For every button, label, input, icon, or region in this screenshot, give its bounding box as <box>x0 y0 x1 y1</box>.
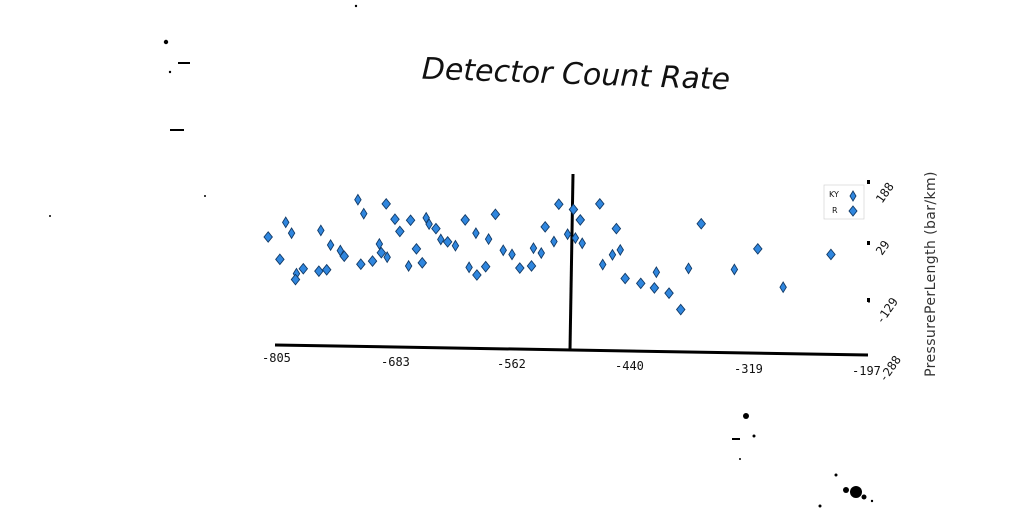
legend: KY R <box>823 184 865 220</box>
data-point-ky-24 <box>571 231 580 245</box>
legend-marker-ky <box>849 190 857 202</box>
data-point-r-13 <box>405 214 416 227</box>
data-point-ky-16 <box>472 227 480 240</box>
data-point-r-1 <box>275 253 285 266</box>
data-point-ky-20 <box>529 242 538 255</box>
data-point-ky-18 <box>499 244 507 257</box>
data-point-ky-12 <box>425 218 433 231</box>
chart-title: Detector Count Rate <box>421 52 730 98</box>
data-point-r-18 <box>460 214 470 226</box>
data-point-r-11 <box>390 213 400 226</box>
data-point-r-20 <box>480 260 491 273</box>
data-point-r-35 <box>696 217 706 230</box>
data-point-ky-4 <box>326 238 335 252</box>
data-point-ky-14 <box>451 239 460 252</box>
data-point-ky-0 <box>282 216 290 229</box>
legend-marker-r <box>848 205 858 217</box>
data-point-ky-21 <box>537 246 545 260</box>
y-tick-label-2: -129 <box>873 295 901 327</box>
data-point-r-22 <box>515 262 525 274</box>
data-point-r-3 <box>298 262 309 275</box>
data-point-ky-15 <box>465 261 473 274</box>
data-point-r-9 <box>376 246 387 259</box>
x-tick-labels: -805 -683 -562 -440 -319 -197 <box>262 351 881 378</box>
legend-label-r: R <box>832 206 838 215</box>
y-axis-label: PressurePerLength (bar/km) <box>923 171 939 377</box>
data-point-r-8 <box>367 255 378 267</box>
data-point-r-25 <box>554 198 564 211</box>
data-point-r-32 <box>649 282 660 294</box>
data-point-r-5 <box>321 263 332 276</box>
data-point-r-33 <box>664 287 674 300</box>
center-vertical-line <box>568 173 575 351</box>
data-point-ky-19 <box>508 248 516 261</box>
data-point-ky-10 <box>404 259 413 273</box>
data-point-ky-7 <box>360 207 368 220</box>
data-point-ky-29 <box>652 266 661 279</box>
data-point-r-37 <box>826 248 836 261</box>
data-point-ky-6 <box>354 193 362 206</box>
x-tick-label-4: -319 <box>734 362 763 376</box>
x-tick-label-5: -197 <box>852 364 881 378</box>
x-tick-label-1: -683 <box>381 355 410 369</box>
data-point-r-16 <box>431 222 441 235</box>
data-point-r-10 <box>381 197 391 210</box>
y-tick-labels: 188 29 -129 -288 <box>867 180 904 385</box>
noise-specks <box>49 4 874 508</box>
data-point-r-14 <box>411 242 422 255</box>
data-point-r-26 <box>568 203 579 216</box>
data-point-r-12 <box>395 225 405 238</box>
data-point-ky-28 <box>616 243 624 256</box>
data-point-ky-13 <box>437 233 445 246</box>
x-tick-label-2: -562 <box>497 357 526 371</box>
data-point-ky-22 <box>550 235 558 248</box>
data-point-r-29 <box>611 222 622 235</box>
y-tick-mark-0 <box>867 180 870 184</box>
y-tick-label-1: 29 <box>873 238 893 258</box>
data-point-ky-9 <box>383 251 391 264</box>
data-point-ky-32 <box>779 281 787 294</box>
data-point-r-4 <box>314 265 324 278</box>
data-point-ky-27 <box>608 248 617 261</box>
data-point-ky-1 <box>287 227 296 240</box>
data-point-ky-8 <box>375 237 384 251</box>
legend-label-ky: KY <box>829 190 839 199</box>
data-point-r-7 <box>356 258 366 271</box>
x-tick-label-0: -805 <box>262 351 291 365</box>
data-point-r-27 <box>575 214 586 226</box>
data-point-r-15 <box>417 256 428 269</box>
data-point-ky-17 <box>484 233 493 246</box>
data-point-r-0 <box>263 231 273 243</box>
data-point-r-24 <box>540 220 550 233</box>
data-point-r-36 <box>753 242 763 255</box>
data-point-ky-25 <box>578 237 586 250</box>
data-point-ky-3 <box>317 224 325 237</box>
data-point-r-19 <box>472 269 482 281</box>
data-points <box>263 193 836 316</box>
data-point-ky-26 <box>598 258 607 271</box>
data-point-ky-23 <box>563 228 572 241</box>
data-point-r-23 <box>526 260 537 272</box>
data-point-r-6 <box>339 250 350 263</box>
y-tick-mark-1 <box>867 241 870 245</box>
x-tick-label-3: -440 <box>615 359 644 373</box>
data-point-r-2 <box>290 273 301 286</box>
data-point-r-28 <box>595 197 605 210</box>
legend-box <box>823 184 865 220</box>
data-point-ky-30 <box>684 262 693 275</box>
data-point-r-30 <box>620 272 630 285</box>
y-tick-label-0: 188 <box>873 180 897 206</box>
data-point-r-34 <box>675 303 686 316</box>
data-point-ky-31 <box>730 263 739 276</box>
data-point-r-17 <box>442 235 453 248</box>
y-tick-mark-2 <box>867 298 870 302</box>
data-point-r-21 <box>490 208 501 221</box>
data-point-r-31 <box>635 277 646 290</box>
